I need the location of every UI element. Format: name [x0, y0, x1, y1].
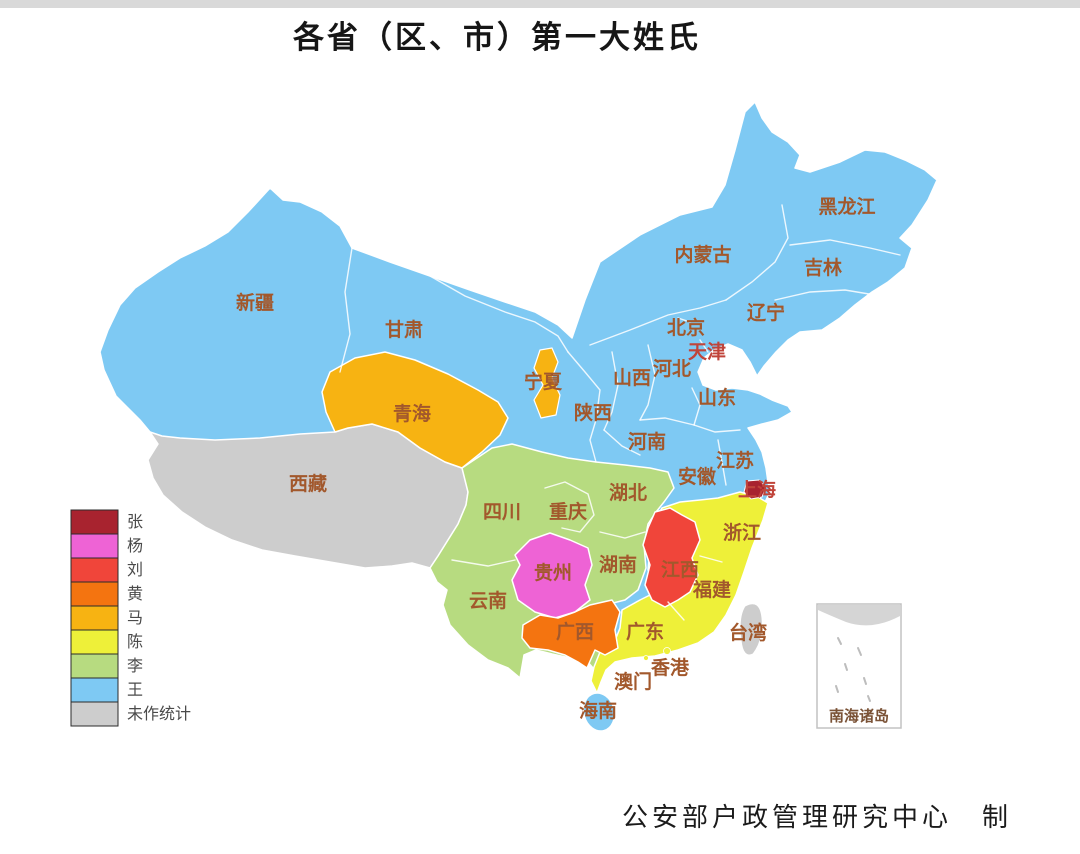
- region-label-xinjiang: 新疆: [236, 291, 274, 314]
- region-label-shandong: 山东: [698, 386, 736, 409]
- region-label-guizhou: 贵州: [534, 562, 572, 584]
- region-label-shanghai: 上海: [738, 478, 776, 501]
- region-qinghai-shape: [321, 351, 509, 469]
- top-border-strip: [0, 0, 1080, 8]
- region-label-shanxi: 山西: [613, 367, 651, 389]
- page-title: 各省（区、市）第一大姓氏: [292, 20, 701, 55]
- legend-swatch-none: [70, 701, 119, 727]
- region-label-hubei: 湖北: [609, 482, 647, 504]
- region-hainan-shape: [583, 692, 615, 732]
- inset-label: 南海诸岛: [829, 707, 889, 725]
- region-label-hebei: 河北: [653, 358, 691, 380]
- legend-label-liu: 刘: [127, 561, 143, 579]
- inset-mainland-coast: [818, 605, 900, 626]
- region-aomen-shape: [643, 655, 649, 661]
- region-label-hainan: 海南: [579, 699, 617, 722]
- region-label-jilin: 吉林: [804, 256, 842, 279]
- legend-swatch-zhang: [70, 509, 119, 535]
- legend-label-chen: 陈: [127, 633, 143, 651]
- region-label-guangdong: 广东: [626, 620, 664, 643]
- legend-label-wang: 王: [127, 682, 143, 699]
- region-label-liaoning: 辽宁: [747, 301, 785, 324]
- legend-swatch-yang: [70, 533, 119, 559]
- legend-swatch-ma: [70, 605, 119, 631]
- region-label-chongqing: 重庆: [549, 500, 587, 523]
- legend-swatch-liu: [70, 557, 119, 583]
- region-ningxia-shape: [533, 347, 561, 419]
- region-label-ningxia: 宁夏: [524, 370, 563, 393]
- region-label-taiwan: 台湾: [729, 621, 767, 644]
- region-shanghai-shape: [743, 479, 767, 500]
- region-label-tianjin: 天津: [688, 340, 726, 363]
- region-label-shaanxi: 陕西: [574, 401, 612, 424]
- region-guangxi-shape: [521, 599, 621, 669]
- region-label-hunan: 湖南: [599, 554, 637, 576]
- region-label-jiangxi: 江西: [661, 559, 699, 581]
- legend-label-yang: 杨: [127, 537, 143, 555]
- region-label-qinghai: 青海: [393, 402, 431, 425]
- province-border-lines: [339, 204, 901, 621]
- legend-label-none: 未作统计: [127, 705, 191, 723]
- region-label-anhui: 安徽: [678, 465, 717, 488]
- region-label-heilongjiang: 黑龙江: [818, 195, 875, 218]
- region-label-yunnan: 云南: [469, 590, 507, 612]
- region-jiangxi-shape: [642, 507, 701, 608]
- legend-swatch-huang: [70, 581, 119, 607]
- legend-label-zhang: 张: [127, 513, 143, 531]
- south-china-sea-inset: 南海诸岛: [816, 603, 902, 729]
- legend-swatch-wang: [70, 677, 119, 703]
- legend-swatch-li: [70, 653, 119, 679]
- legend-label-li: 李: [127, 657, 143, 675]
- region-label-zhejiang: 浙江: [723, 521, 761, 544]
- region-label-henan: 河南: [628, 431, 666, 453]
- region-label-aomen: 澳门: [614, 670, 652, 693]
- region-label-guangxi: 广西: [556, 620, 594, 643]
- region-xianggang-shape: [663, 647, 671, 655]
- inset-island-marks: [835, 637, 871, 702]
- legend-label-ma: 马: [127, 609, 143, 627]
- region-label-fujian: 福建: [692, 578, 731, 601]
- region-label-gansu: 甘肃: [385, 318, 423, 341]
- region-label-beijing: 北京: [667, 316, 705, 339]
- region-label-neimenggu: 内蒙古: [674, 243, 731, 266]
- region-guizhou-shape: [511, 532, 593, 619]
- region-label-xizang: 西藏: [289, 472, 327, 495]
- legend-label-huang: 黄: [127, 585, 143, 603]
- legend-swatch-chen: [70, 629, 119, 655]
- region-label-jiangsu: 江苏: [716, 449, 754, 472]
- region-label-sichuan: 四川: [483, 502, 521, 523]
- region-label-xianggang: 香港: [650, 657, 690, 679]
- region-taiwan-shape: [739, 603, 763, 656]
- credit-text: 公安部户政管理研究中心 制: [622, 803, 1012, 832]
